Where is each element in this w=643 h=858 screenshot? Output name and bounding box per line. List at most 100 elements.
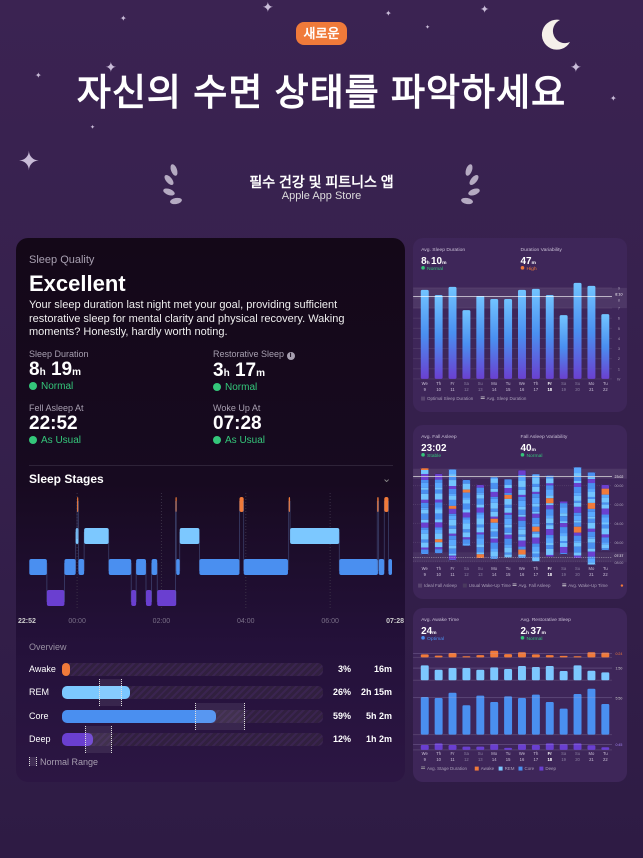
stage-bar-deep	[476, 746, 485, 750]
sleep-range-bar	[545, 475, 554, 558]
stage-segment-core	[136, 559, 146, 575]
legend-swatch	[462, 583, 467, 588]
sleep-band-segment	[462, 537, 471, 540]
check-icon	[213, 383, 221, 391]
sleep-band-segment	[448, 474, 457, 477]
normal-range-swatch	[29, 757, 37, 766]
sleep-band-segment	[545, 498, 554, 504]
sleep-duration-panel[interactable]: Avg. Sleep Duration 8h 10m Normal Duration …	[413, 238, 627, 412]
sleep-band-segment	[573, 555, 582, 559]
sleep-band-segment	[531, 513, 540, 518]
new-badge: 새로운	[296, 22, 347, 45]
award-title: 필수 건강 및 피트니스 앱	[249, 174, 394, 190]
sleep-band-segment	[476, 538, 485, 545]
sleep-band-segment	[476, 512, 485, 515]
day-label: Mo	[589, 751, 595, 756]
sleep-band-segment	[462, 512, 471, 518]
stat-value: 8h 10m	[421, 256, 447, 267]
date-label: 12	[464, 387, 469, 392]
legend-swatch	[421, 766, 426, 768]
sleep-range-bar	[420, 467, 429, 555]
sleep-band-segment	[545, 478, 554, 484]
sleep-band-segment	[448, 476, 457, 481]
date-label: 10	[436, 387, 441, 392]
sleep-band-segment	[448, 495, 457, 500]
stat-status: Optimal	[427, 636, 444, 642]
stage-bar-deep	[545, 743, 554, 750]
sleep-band-segment	[587, 558, 596, 563]
sleep-band-segment	[434, 507, 443, 510]
stage-bar-deep	[531, 744, 540, 750]
stage-bar-awake	[420, 654, 429, 658]
sleep-band-segment	[518, 526, 526, 530]
sleep-band-segment	[518, 506, 526, 510]
sleep-band-segment	[420, 487, 429, 490]
stage-segment-core	[78, 559, 85, 575]
sleep-band-segment	[587, 551, 596, 557]
day-label: We	[519, 751, 526, 756]
sleep-band-segment	[587, 536, 596, 539]
duration-bar	[462, 310, 471, 379]
sleep-band-segment	[504, 538, 513, 545]
star-icon: ✦	[570, 59, 582, 75]
stage-bar-core	[504, 696, 513, 735]
time-tick-label: 04:00	[237, 618, 255, 625]
date-label: 14	[492, 757, 497, 762]
day-label: Mo	[589, 566, 595, 571]
sleep-band-segment	[545, 489, 554, 496]
sleep-band-segment	[587, 538, 596, 543]
stage-bar-awake	[518, 652, 526, 658]
date-label: 21	[589, 387, 594, 392]
sleep-band-segment	[420, 542, 429, 548]
star-icon: ✦	[90, 125, 96, 131]
sleep-band-segment	[490, 498, 499, 503]
date-label: 14	[492, 387, 497, 392]
stage-segment-core	[243, 559, 288, 575]
date-label: 11	[450, 572, 455, 577]
star-icon: ✦	[105, 59, 117, 75]
sleep-band-segment	[545, 483, 554, 486]
sleep-stages-title: Sleep Stages	[29, 472, 104, 486]
stage-segment-core	[151, 559, 158, 575]
day-label: Tu	[506, 381, 511, 386]
sleep-band-segment	[434, 493, 443, 500]
sleep-band-segment	[559, 521, 568, 524]
chevron-down-icon[interactable]: ⌄	[382, 473, 392, 485]
stage-bar-rem	[476, 669, 485, 681]
sleep-band-segment	[476, 547, 485, 553]
sleep-band-segment	[448, 535, 457, 540]
sleep-band-segment	[420, 507, 429, 510]
sleep-band-segment	[573, 467, 582, 474]
sleep-band-segment	[559, 507, 568, 514]
date-label: 22	[603, 572, 608, 577]
sleep-band-segment	[559, 541, 568, 543]
fall-asleep-panel[interactable]: Avg. Fall Asleep 23:02 Stable Fall Asleep V…	[413, 425, 627, 599]
legend-swatch	[512, 583, 517, 585]
metric-label: Restorative Sleep i	[213, 349, 295, 360]
sleep-band-segment	[434, 509, 443, 514]
stat-value: 2h 37m	[520, 626, 546, 637]
stage-bar-core	[462, 705, 471, 735]
legend-label: Usual Wake-Up Time	[469, 583, 512, 588]
info-icon[interactable]: i	[286, 352, 295, 360]
sleep-band-segment	[490, 502, 499, 509]
legend-swatch	[474, 766, 479, 771]
duration-bar	[448, 286, 457, 379]
stage-duration-panel[interactable]: Avg. Awake Time 24m Optimal Avg. Restorativ…	[413, 608, 627, 782]
check-icon	[29, 382, 37, 390]
sleep-band-segment	[490, 488, 499, 492]
sleep-band-segment	[462, 483, 471, 490]
sleep-band-segment	[545, 495, 554, 499]
overview-fill	[62, 686, 130, 700]
sleep-band-segment	[504, 547, 513, 553]
sleep-band-segment	[504, 485, 513, 488]
sleep-band-segment	[601, 497, 610, 503]
sleep-range-bar	[531, 473, 541, 562]
legend-label: Awake	[481, 766, 495, 771]
date-label: 17	[534, 757, 539, 762]
stage-segment-core	[176, 559, 180, 575]
status-dot	[421, 453, 425, 457]
day-label: Th	[436, 381, 442, 386]
sleep-band-segment	[420, 473, 429, 480]
date-label: 14	[492, 572, 497, 577]
